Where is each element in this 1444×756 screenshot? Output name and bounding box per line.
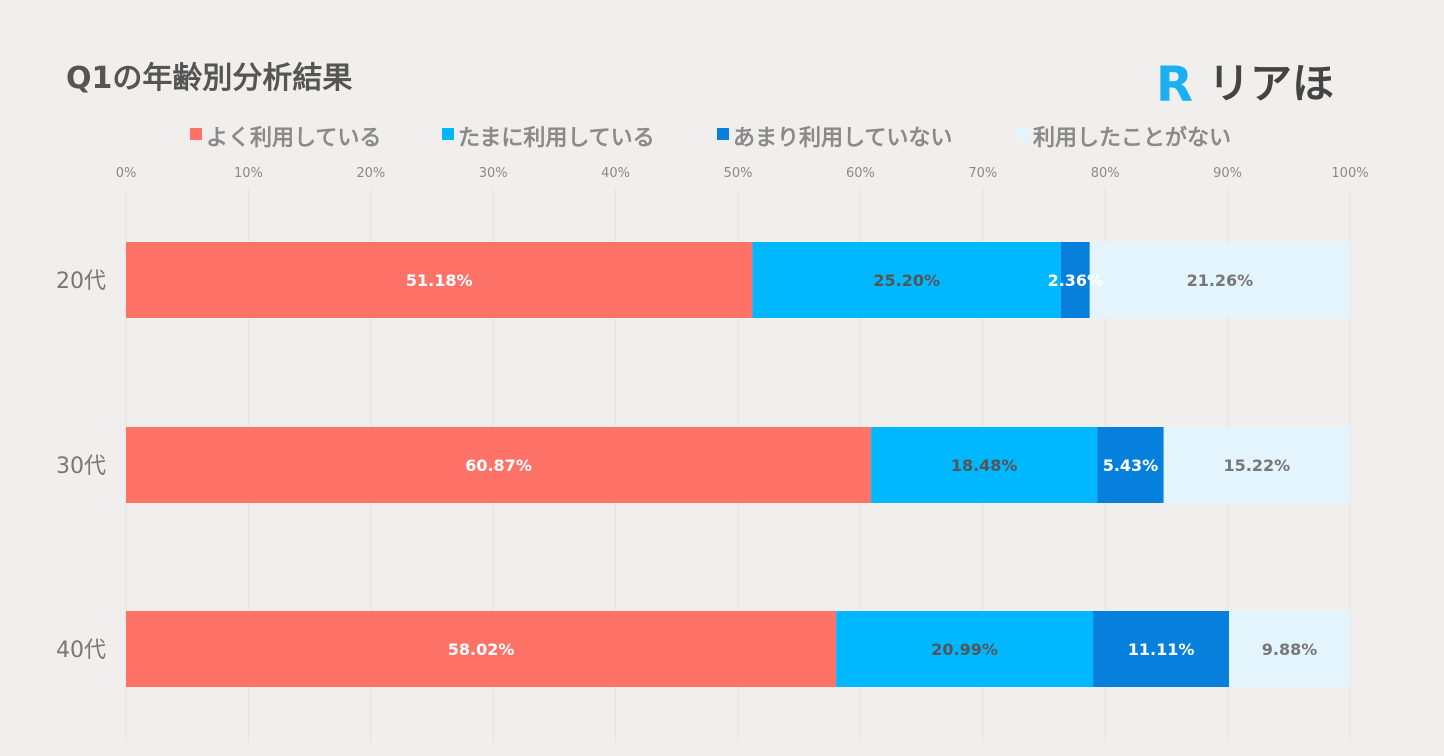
- logo-mark-icon: R: [1156, 57, 1193, 113]
- x-tick-label: 0%: [116, 166, 137, 181]
- bar-segment: [1093, 611, 1230, 687]
- legend-label: たまに利用している: [458, 126, 655, 151]
- category-labels: 20代 30代 40代: [56, 269, 106, 663]
- x-tick-label: 50%: [724, 166, 753, 181]
- bar-segment: [126, 427, 872, 503]
- data-label: 60.87%: [465, 456, 532, 475]
- bar-segment: [1097, 427, 1164, 503]
- data-label: 5.43%: [1103, 456, 1159, 475]
- bar-segment: [836, 611, 1094, 687]
- legend-swatch: [1017, 128, 1029, 140]
- data-label: 2.36%: [1048, 271, 1104, 290]
- bar-segment: [871, 427, 1098, 503]
- legend-swatch: [190, 128, 202, 140]
- x-tick-label: 20%: [356, 166, 385, 181]
- bar-segment: [126, 611, 837, 687]
- bar-segment: [126, 242, 753, 318]
- x-tick-label: 90%: [1213, 166, 1242, 181]
- category-label: 20代: [56, 269, 106, 294]
- bar-segment: [752, 242, 1061, 318]
- chart-title: Q1の年齢別分析結果: [66, 61, 352, 96]
- data-label: 9.88%: [1262, 640, 1318, 659]
- data-label: 18.48%: [951, 456, 1018, 475]
- data-label: 25.20%: [873, 271, 940, 290]
- x-tick-label: 70%: [968, 166, 997, 181]
- data-label: 15.22%: [1224, 456, 1291, 475]
- x-axis-ticks: 0% 10% 20% 30% 40% 50% 60% 70% 80% 90% 100%: [116, 166, 1369, 181]
- legend-swatch: [717, 128, 729, 140]
- x-tick-label: 10%: [234, 166, 263, 181]
- x-tick-label: 30%: [479, 166, 508, 181]
- legend-label: よく利用している: [206, 126, 381, 151]
- bar-segment: [1229, 611, 1350, 687]
- legend-swatch: [442, 128, 454, 140]
- legend-label: 利用したことがない: [1033, 125, 1231, 151]
- legend-label: あまり利用していない: [733, 126, 952, 151]
- logo-text: リアほ: [1208, 59, 1334, 108]
- bar-segment: [1163, 427, 1350, 503]
- category-label: 30代: [56, 454, 106, 479]
- category-label: 40代: [56, 638, 106, 663]
- bar-segment: [1060, 242, 1090, 318]
- x-tick-label: 80%: [1091, 166, 1120, 181]
- data-label: 51.18%: [406, 271, 473, 290]
- x-tick-label: 60%: [846, 166, 875, 181]
- data-label: 11.11%: [1128, 640, 1195, 659]
- bars: 51.18% 25.20% 2.36% 21.26% 60.87% 18.48% 5.43%…: [126, 242, 1350, 687]
- x-tick-label: 40%: [601, 166, 630, 181]
- logo: R リアほ: [1156, 57, 1334, 113]
- data-label: 58.02%: [448, 640, 515, 659]
- x-tick-label: 100%: [1331, 166, 1368, 181]
- legend: よく利用している たまに利用している あまり利用していない 利用したことがない: [190, 125, 1231, 151]
- data-label: 21.26%: [1187, 271, 1254, 290]
- bar-segment: [1089, 242, 1350, 318]
- data-label: 20.99%: [931, 640, 998, 659]
